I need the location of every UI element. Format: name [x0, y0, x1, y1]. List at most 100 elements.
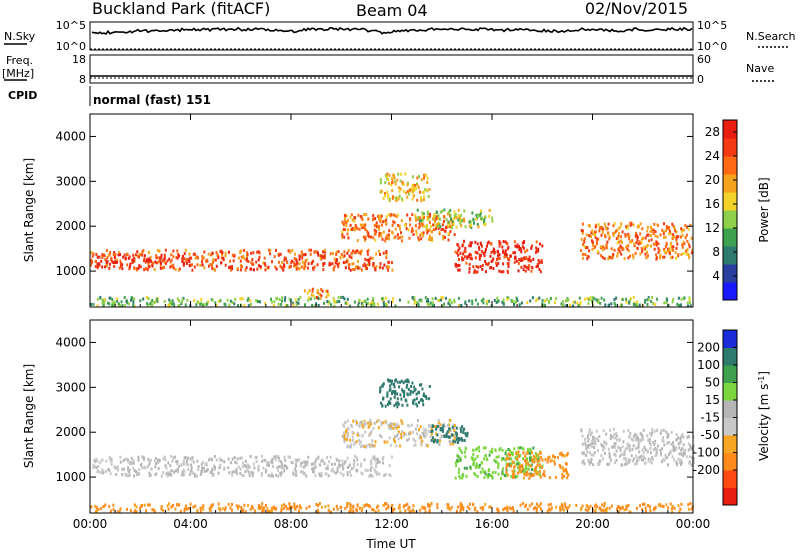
echo-cell	[608, 235, 611, 239]
echo-cell	[659, 453, 662, 457]
echo-cell	[283, 469, 286, 473]
echo-cell	[474, 473, 477, 477]
echo-cell	[142, 249, 145, 253]
echo-cell	[396, 397, 399, 401]
echo-cell	[127, 460, 130, 464]
echo-cell	[384, 192, 386, 196]
echo-cell	[181, 255, 184, 258]
echo-cell	[515, 259, 518, 263]
echo-cell	[588, 296, 591, 300]
echo-cell	[147, 459, 150, 463]
nsky-noise-line	[91, 26, 693, 35]
echo-cell	[399, 509, 402, 513]
echo-cell	[654, 446, 657, 450]
echo-cell	[201, 470, 204, 474]
echo-cell	[374, 458, 376, 462]
echo-cell	[560, 453, 563, 457]
echo-cell	[344, 220, 347, 224]
echo-cell	[629, 510, 632, 514]
echo-cell	[380, 234, 383, 238]
echo-cell	[294, 298, 297, 302]
echo-cell	[434, 425, 437, 428]
echo-cell	[619, 507, 622, 511]
echo-cell	[584, 508, 587, 512]
echo-cell	[300, 506, 303, 510]
echo-cell	[428, 397, 431, 401]
echo-cell	[380, 232, 383, 235]
echo-cell	[437, 298, 440, 302]
echo-cell	[502, 457, 505, 461]
cpid-value: normal (fast) 151	[93, 93, 211, 107]
echo-cell	[219, 299, 222, 303]
echo-cell	[581, 222, 584, 226]
echo-cell	[170, 264, 173, 268]
echo-cell	[288, 266, 291, 269]
echo-cell	[349, 503, 352, 507]
echo-cell	[674, 228, 676, 232]
echo-cell	[382, 421, 385, 425]
echo-cell	[219, 457, 222, 461]
echo-cell	[423, 176, 425, 180]
echo-cell	[500, 270, 503, 274]
echo-cell	[367, 248, 370, 252]
echo-cell	[312, 259, 315, 263]
echo-cell	[620, 452, 623, 456]
echo-cell	[461, 438, 464, 442]
echo-cell	[539, 502, 542, 506]
echo-cell	[373, 302, 376, 305]
echo-cell	[417, 302, 420, 306]
echo-cell	[526, 470, 529, 474]
echo-cell	[438, 231, 441, 235]
echo-cell	[391, 300, 394, 304]
echo-cell	[629, 297, 632, 300]
echo-cell	[449, 303, 451, 307]
echo-cell	[606, 506, 609, 510]
echo-cell	[651, 457, 654, 461]
echo-cell	[682, 435, 685, 439]
y-tick-label: 4000	[55, 335, 86, 349]
echo-cell	[275, 473, 278, 477]
echo-cell	[120, 300, 123, 304]
echo-cell	[348, 263, 351, 266]
echo-cell	[385, 234, 388, 238]
velocity-colorbar-label: Velocity [m s-1]	[757, 371, 772, 461]
echo-cell	[625, 297, 628, 301]
echo-cell	[375, 229, 378, 233]
echo-cell	[128, 265, 131, 268]
echo-cell	[626, 226, 629, 230]
echo-cell	[597, 463, 600, 466]
echo-cell	[638, 455, 641, 459]
echo-cell	[271, 457, 274, 461]
echo-cell	[367, 234, 370, 238]
echo-cell	[594, 225, 597, 229]
echo-cell	[446, 506, 449, 510]
echo-cell	[191, 471, 194, 475]
echo-cell	[492, 247, 495, 251]
echo-cell	[256, 267, 259, 271]
echo-cell	[288, 249, 291, 253]
echo-cell	[685, 252, 688, 256]
echo-cell	[450, 301, 453, 305]
echo-cell	[588, 428, 591, 431]
echo-cell	[369, 459, 372, 463]
echo-cell	[687, 242, 690, 246]
echo-cell	[486, 302, 488, 306]
echo-cell	[122, 459, 125, 462]
echo-cell	[183, 262, 186, 266]
echo-cell	[413, 188, 416, 192]
echo-cell	[200, 297, 203, 301]
echo-cell	[428, 505, 431, 509]
echo-cell	[634, 234, 637, 238]
echo-cell	[351, 262, 354, 266]
echo-cell	[496, 507, 499, 511]
echo-cell	[415, 187, 418, 191]
echo-cell	[342, 465, 345, 469]
echo-cell	[531, 244, 533, 248]
echo-cell	[175, 256, 178, 259]
echo-cell	[128, 468, 131, 472]
echo-cell	[461, 258, 464, 262]
echo-cell	[498, 269, 501, 273]
echo-cell	[454, 424, 456, 428]
echo-cell	[564, 505, 567, 509]
echo-cell	[471, 448, 474, 452]
